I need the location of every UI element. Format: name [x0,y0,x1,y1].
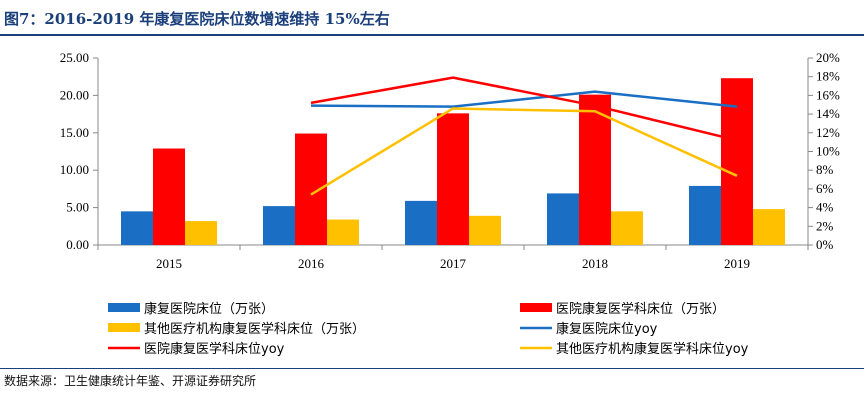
left-axis-tick-label: 25.00 [60,50,89,65]
bars [121,78,785,246]
right-axis-tick-label: 8% [816,162,834,177]
right-axis-tick-label: 10% [816,144,840,159]
right-axis-tick-label: 12% [816,125,840,140]
legend-swatch-2 [520,303,552,312]
chart-title: 图7：2016-2019 年康复医院床位数增速维持 15%左右 [4,10,390,28]
right-axis-tick-label: 0% [816,237,834,252]
yoy-line-3 [310,107,738,196]
right-axis-tick-label: 16% [816,87,840,102]
bar-3-2017 [469,215,501,245]
x-axis-tick-label: 2015 [156,256,182,271]
right-axis-tick-label: 14% [816,106,840,121]
bar-3-2015 [185,221,217,245]
right-axis-tick-label: 18% [816,69,840,84]
bar-1-2019 [689,185,721,245]
data-source: 数据来源：卫生健康统计年鉴、开源证券研究所 [4,374,257,388]
left-axis-tick-label: 5.00 [66,200,89,215]
x-axis-tick-label: 2017 [440,256,467,271]
left-axis-tick-label: 10.00 [60,162,89,177]
bar-2-2018 [579,94,611,245]
source-divider [0,368,864,369]
bar-1-2017 [405,200,437,245]
bar-2-2019 [721,78,753,245]
legend-swatch-1 [108,303,140,312]
legend-swatch-3 [108,323,140,332]
right-axis-tick-label: 2% [816,218,834,233]
legend-label-4: 康复医院床位yoy [556,321,658,337]
lines [310,76,738,196]
right-axis-tick-label: 20% [816,50,840,65]
bar-3-2016 [327,219,359,245]
bar-1-2016 [263,206,295,245]
legend-label-3: 其他医疗机构康复医学科床位（万张） [144,321,365,337]
bar-2-2017 [437,113,469,246]
bar-3-2019 [753,209,785,245]
x-axis-tick-label: 2019 [724,256,750,271]
yoy-line-2 [310,76,738,142]
x-axis-tick-label: 2018 [582,256,608,271]
left-axis-tick-label: 15.00 [60,125,89,140]
right-axis-tick-label: 6% [816,181,834,196]
x-axis-tick-label: 2016 [298,256,325,271]
bar-2-2016 [295,133,327,245]
left-axis-tick-label: 20.00 [60,87,89,102]
bar-2-2015 [153,148,185,245]
yoy-line-1 [310,90,738,108]
legend-label-2: 医院康复医学科床位（万张） [556,301,725,317]
legend-label-5: 医院康复医学科床位yoy [144,341,285,357]
legend-label-1: 康复医院床位（万张） [144,301,274,317]
bar-1-2015 [121,211,153,245]
left-axis-tick-label: 0.00 [66,237,89,252]
legend-label-6: 其他医疗机构康复医学科床位yoy [556,341,749,357]
right-axis-tick-label: 4% [816,200,834,215]
bar-1-2018 [547,193,579,245]
title-divider [0,34,864,36]
bar-3-2018 [611,211,643,245]
legend: 康复医院床位（万张） 医院康复医学科床位（万张） 其他医疗机构康复医学科床位（万张）… [108,301,749,357]
